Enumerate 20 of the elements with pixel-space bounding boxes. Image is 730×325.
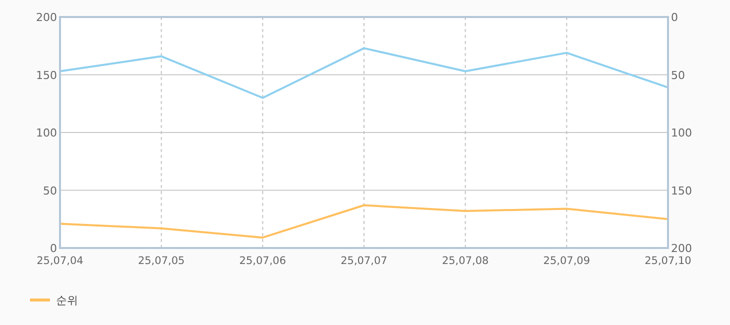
legend-label: 순위 <box>56 294 78 307</box>
y-tick-label: 0 <box>50 242 57 255</box>
y2-tick-label: 200 <box>671 242 692 255</box>
y2-tick-label: 100 <box>671 126 692 140</box>
line-series <box>59 47 669 99</box>
y-tick-label: 100 <box>36 126 57 140</box>
x-tick-label: 25,07,07 <box>340 255 388 267</box>
x-tick-label: 25,07,08 <box>442 255 489 267</box>
x-tick-label: 25,07,04 <box>36 255 84 267</box>
x-tick-label: 25,07,06 <box>239 255 286 267</box>
x-tick-label: 25,07,05 <box>138 255 185 267</box>
y2-tick-label: 50 <box>671 68 685 82</box>
line-series <box>59 204 669 239</box>
y-tick-label: 150 <box>36 68 57 82</box>
y-tick-label: 50 <box>43 184 57 198</box>
x-tick-label: 25,07,09 <box>543 255 590 267</box>
y-tick-label: 200 <box>36 11 57 24</box>
y2-tick-label: 0 <box>671 11 678 24</box>
x-tick-label: 25,07,10 <box>644 255 692 267</box>
y2-tick-label: 150 <box>671 184 692 198</box>
